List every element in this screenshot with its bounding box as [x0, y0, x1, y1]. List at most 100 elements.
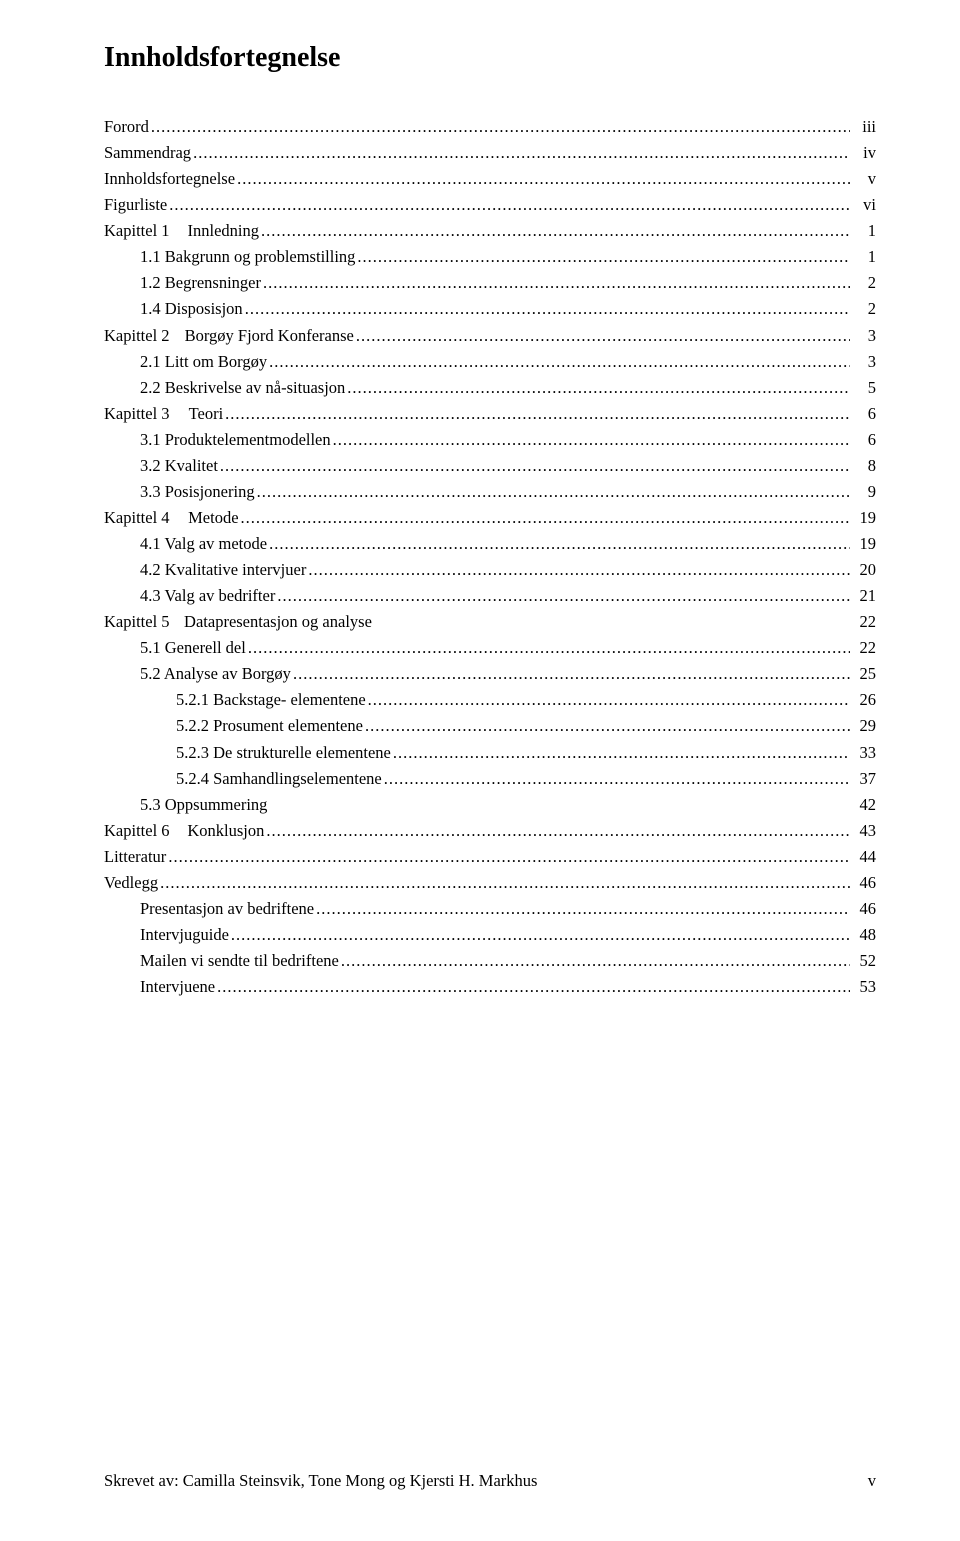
toc-leader-dots: [345, 375, 852, 401]
toc-suffix: Teori: [189, 401, 224, 427]
toc-label: 5.2.2 Prosument elementene: [176, 713, 363, 739]
toc-page-number: 52: [852, 948, 876, 974]
toc-leader-dots: [267, 349, 852, 375]
toc-label: Sammendrag: [104, 140, 191, 166]
toc-page-number: 42: [852, 792, 876, 818]
toc-label: Intervjuene: [140, 974, 215, 1000]
toc-page-number: 53: [852, 974, 876, 1000]
toc-page-number: 29: [852, 713, 876, 739]
toc-leader-dots: [366, 687, 852, 713]
toc-page-number: 3: [852, 323, 876, 349]
toc-page-number: 46: [852, 896, 876, 922]
toc-leader-dots: [275, 583, 852, 609]
toc-label: 5.2.4 Samhandlingselementene: [176, 766, 382, 792]
toc-leader-dots: [239, 505, 852, 531]
toc-entry: 5.2.3 De strukturelle elementene 33: [104, 740, 876, 766]
toc-leader-dots: [235, 166, 852, 192]
toc-label: 2.2 Beskrivelse av nå-situasjon: [140, 375, 345, 401]
toc-label: Mailen vi sendte til bedriftene: [140, 948, 339, 974]
toc-leader-dots: [291, 661, 852, 687]
toc-entry: Kapittel 2 Borgøy Fjord Konferanse 3: [104, 323, 876, 349]
toc-entry: 3.2 Kvalitet8: [104, 453, 876, 479]
toc-label: Forord: [104, 114, 149, 140]
toc-leader-dots: [166, 844, 852, 870]
toc-label: Kapittel 2: [104, 323, 170, 349]
toc-leader-dots: [223, 401, 852, 427]
toc-page-number: iv: [852, 140, 876, 166]
toc-page-number: 20: [852, 557, 876, 583]
toc-leader-dots: [339, 948, 852, 974]
toc-leader-dots: [255, 479, 852, 505]
toc-label: 5.3 Oppsummering: [140, 792, 267, 818]
toc-label: Kapittel 1: [104, 218, 170, 244]
toc-entry: 5.2.4 Samhandlingselementene 37: [104, 766, 876, 792]
toc-page-number: 26: [852, 687, 876, 713]
toc-label: 5.2.3 De strukturelle elementene: [176, 740, 391, 766]
toc-label: 4.1 Valg av metode: [140, 531, 267, 557]
toc-leader-dots: [267, 531, 852, 557]
toc-entry: Kapittel 4 Metode 19: [104, 505, 876, 531]
toc-label: 5.2.1 Backstage- elementene: [176, 687, 366, 713]
toc-leader-dots: [382, 766, 852, 792]
toc-entry: Sammendrag iv: [104, 140, 876, 166]
toc-entry: 1.4 Disposisjon2: [104, 296, 876, 322]
toc-entry: Presentasjon av bedriftene 46: [104, 896, 876, 922]
toc-page-number: 19: [852, 531, 876, 557]
toc-page-number: 21: [852, 583, 876, 609]
toc-entry: Forordiii: [104, 114, 876, 140]
toc-entry: 4.2 Kvalitative intervjuer20: [104, 557, 876, 583]
toc-page-number: 22: [852, 609, 876, 635]
footer-page-number: v: [868, 1471, 876, 1491]
toc-label: Kapittel 5: [104, 609, 170, 635]
toc-label: Kapittel 4: [104, 505, 170, 531]
toc-label: Vedlegg: [104, 870, 158, 896]
toc-leader-dots: [215, 974, 852, 1000]
toc-label: 1.2 Begrensninger: [140, 270, 261, 296]
toc-label: Presentasjon av bedriftene: [140, 896, 314, 922]
toc-leader-dots: [259, 218, 852, 244]
toc-entry: 4.3 Valg av bedrifter 21: [104, 583, 876, 609]
toc-page-number: 37: [852, 766, 876, 792]
toc-page-number: 46: [852, 870, 876, 896]
toc-label: 2.1 Litt om Borgøy: [140, 349, 267, 375]
toc-page-number: 25: [852, 661, 876, 687]
toc-leader-dots: [391, 740, 852, 766]
toc-entry: 3.1 Produktelementmodellen6: [104, 427, 876, 453]
toc-entry: Vedlegg 46: [104, 870, 876, 896]
toc-leader-dots: [229, 922, 852, 948]
toc-page-number: 5: [852, 375, 876, 401]
page-title: Innholdsfortegnelse: [104, 42, 876, 74]
toc-entry: Kapittel 6Konklusjon43: [104, 818, 876, 844]
toc-label: 5.1 Generell del: [140, 635, 246, 661]
toc-page-number: 19: [852, 505, 876, 531]
toc-suffix: Metode: [188, 505, 238, 531]
toc-page-number: 22: [852, 635, 876, 661]
toc-entry: 5.2.2 Prosument elementene 29: [104, 713, 876, 739]
toc-leader-dots: [314, 896, 852, 922]
toc-page-number: 33: [852, 740, 876, 766]
toc-entry: Innholdsfortegnelsev: [104, 166, 876, 192]
toc-entry: 5.1 Generell del 22: [104, 635, 876, 661]
toc-page-number: 6: [852, 401, 876, 427]
toc-leader-dots: [354, 323, 852, 349]
toc-leader-dots: [243, 296, 852, 322]
toc-suffix: Konklusjon: [187, 818, 264, 844]
toc-page-number: 2: [852, 270, 876, 296]
toc-entry: Kapittel 5Datapresentasjon og analyse22: [104, 609, 876, 635]
toc-entry: 5.2.1 Backstage- elementene 26: [104, 687, 876, 713]
toc-entry: 5.2 Analyse av Borgøy25: [104, 661, 876, 687]
toc-leader-dots: [264, 818, 852, 844]
toc-entry: Kapittel 3Teori6: [104, 401, 876, 427]
footer-authors: Skrevet av: Camilla Steinsvik, Tone Mong…: [104, 1471, 537, 1491]
toc-leader-dots: [191, 140, 852, 166]
toc-entry: 1.1 Bakgrunn og problemstilling1: [104, 244, 876, 270]
toc-entry: 2.2 Beskrivelse av nå-situasjon 5: [104, 375, 876, 401]
toc-page-number: 48: [852, 922, 876, 948]
toc-suffix: Borgøy Fjord Konferanse: [185, 323, 354, 349]
toc-label: 4.3 Valg av bedrifter: [140, 583, 275, 609]
toc-leader-dots: [167, 192, 852, 218]
toc-page-number: 1: [852, 218, 876, 244]
toc-leader-dots: [246, 635, 852, 661]
toc-label: 1.4 Disposisjon: [140, 296, 243, 322]
toc-label: Figurliste: [104, 192, 167, 218]
